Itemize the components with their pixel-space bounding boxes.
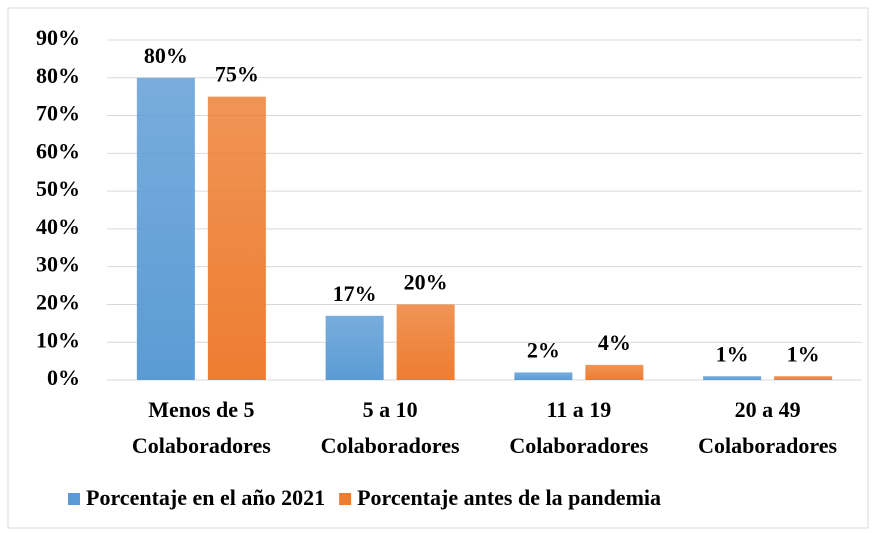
y-tick-label: 70% [36, 101, 80, 126]
bar [703, 376, 762, 380]
data-label: 4% [598, 330, 631, 355]
x-tick-label: Colaboradores [509, 433, 648, 458]
legend-swatch [68, 493, 80, 505]
x-tick-label: Colaboradores [321, 433, 460, 458]
x-tick-label: Menos de 5 [148, 397, 254, 422]
data-label: 1% [716, 341, 749, 366]
bar [325, 315, 384, 380]
data-label: 20% [404, 269, 448, 294]
x-tick-label: 20 a 49 [735, 397, 801, 422]
y-tick-label: 10% [36, 327, 80, 352]
data-label: 80% [144, 43, 188, 68]
y-tick-label: 30% [36, 252, 80, 277]
y-tick-label: 80% [36, 63, 80, 88]
y-tick-label: 50% [36, 176, 80, 201]
legend-label: Porcentaje en el año 2021 [86, 485, 325, 510]
y-tick-label: 0% [47, 365, 80, 390]
bar [514, 372, 573, 380]
legend-swatch [339, 493, 352, 505]
x-tick-label: 5 a 10 [363, 397, 418, 422]
y-tick-label: 20% [36, 289, 80, 314]
y-tick-label: 40% [36, 214, 80, 239]
bar [207, 96, 266, 381]
x-tick-label: Colaboradores [132, 433, 271, 458]
x-tick-label: Colaboradores [698, 433, 837, 458]
data-label: 1% [787, 341, 820, 366]
legend-label: Porcentaje antes de la pandemia [357, 485, 661, 510]
data-label: 17% [333, 281, 377, 306]
data-label: 2% [527, 337, 560, 362]
bar [585, 364, 644, 380]
bar [396, 304, 455, 380]
y-tick-label: 90% [36, 25, 80, 50]
bar [774, 376, 833, 380]
x-tick-label: 11 a 19 [546, 397, 611, 422]
bar [136, 77, 195, 381]
data-label: 75% [215, 62, 259, 87]
y-tick-label: 60% [36, 138, 80, 163]
